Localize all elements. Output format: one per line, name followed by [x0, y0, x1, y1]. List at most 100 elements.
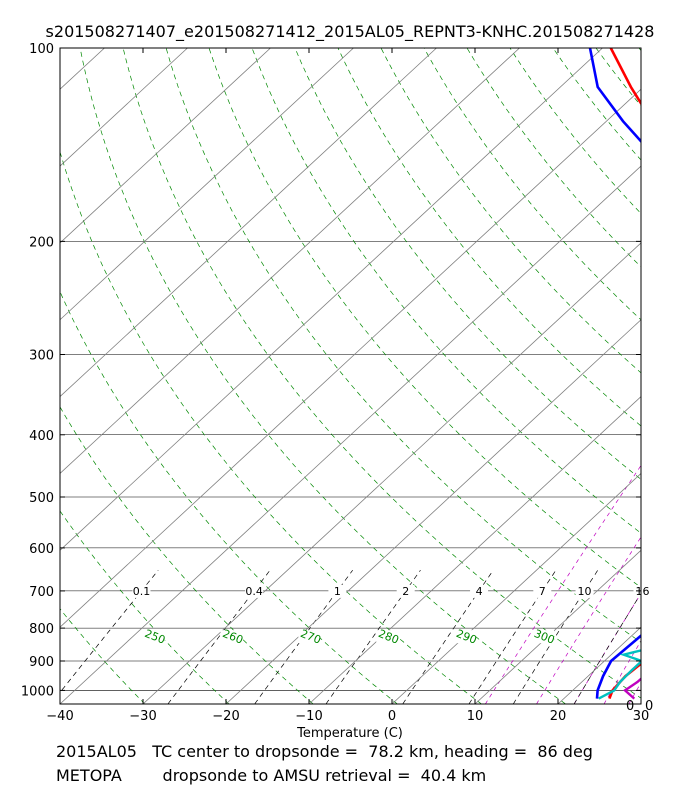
dry-adiabat-320 [208, 48, 641, 588]
mixing-ratio-lines [485, 241, 700, 704]
x-tick-label--20: −20 [212, 709, 239, 724]
black-dashed-label-2-bg [396, 584, 415, 598]
profile-dewpoint-amsu [588, 48, 641, 699]
black-dashed-label-10-bg [575, 584, 594, 598]
isotherm--10 [308, 396, 641, 704]
mixing-ratio-line-16 [573, 592, 641, 704]
isotherm--40 [60, 165, 641, 704]
black-dashed-label-16-bg [633, 584, 652, 598]
black-dashed-label-10: 10 [578, 585, 592, 598]
dry-adiabat-290 [79, 48, 566, 704]
y-tick-label-400: 400 [29, 429, 54, 444]
black-dashed-label-16: 16 [636, 585, 650, 598]
dry-adiabat-label-250-bg [142, 630, 165, 644]
x-tick-label--10: −10 [295, 709, 322, 724]
isotherm--110 [60, 48, 188, 167]
dry-adiabat-420 [638, 48, 641, 52]
dry-adiabat-label-260: 260 [221, 627, 245, 647]
isotherm--30 [142, 242, 641, 704]
mixing-ratio-line-20 [603, 640, 641, 704]
dry-adiabats [60, 48, 700, 704]
isotherm-30 [640, 703, 641, 704]
isotherm--90 [60, 48, 354, 321]
caption-distance: 2015AL05 TC center to dropsonde = 78.2 k… [56, 742, 593, 761]
inner-labels: 81216202428320.10.4124710162502602702802… [132, 584, 652, 647]
x-tick-label-30: 30 [633, 709, 650, 724]
black-dashed-line-10 [512, 570, 599, 704]
dry-adiabat-270 [60, 290, 398, 704]
profile-temperature-dropsonde [623, 677, 641, 700]
y-tick-label-1000: 1000 [21, 684, 54, 699]
x-tick-label-20: 20 [550, 709, 567, 724]
mixing-ratio-line-32 [669, 241, 700, 704]
y-tick-label-300: 300 [29, 348, 54, 363]
x-tick-label--40: −40 [46, 709, 73, 724]
dry-adiabat-330 [251, 48, 641, 534]
y-tick-label-900: 900 [29, 655, 54, 670]
dry-adiabat-label-270: 270 [299, 627, 323, 647]
black-dashed-label-0.1: 0.1 [133, 585, 151, 598]
isotherm--70 [60, 48, 520, 474]
dry-adiabat-350 [337, 48, 641, 427]
isotherm--130 [0, 48, 22, 704]
mixing-ratio-line-8 [485, 464, 641, 704]
isotherm--120 [60, 48, 105, 90]
isotherm-10 [474, 549, 641, 704]
dry-adiabat-260 [60, 406, 314, 704]
dry-adiabat-310 [165, 48, 641, 643]
isotherm--80 [60, 48, 437, 398]
dry-adiabat-label-290: 290 [454, 627, 478, 647]
profile-temperature [608, 48, 641, 700]
dry-adiabat-label-280: 280 [376, 627, 400, 647]
dry-adiabat-label-260-bg [220, 630, 243, 644]
black-dashed-label-0.4-bg [245, 584, 264, 598]
dry-adiabat-label-290-bg [454, 630, 477, 644]
isotherm--50 [60, 88, 641, 628]
dry-adiabat-430 [682, 48, 700, 704]
dry-adiabat-label-280-bg [376, 630, 399, 644]
x-axis-label: Temperature (C) [296, 726, 403, 740]
corner-label-b: 0 [645, 699, 653, 714]
dry-adiabat-360 [380, 48, 641, 374]
isotherm-0 [391, 472, 641, 704]
black-dashed-label-7: 7 [539, 585, 546, 598]
isotherms [0, 48, 641, 704]
dry-adiabat-410 [595, 48, 641, 107]
profiles [588, 48, 641, 700]
black-dashed-label-2: 2 [402, 585, 409, 598]
black-dashed-label-1: 1 [334, 585, 341, 598]
dry-adiabat-380 [466, 48, 641, 268]
profile-dewpoint-dropsonde [598, 649, 641, 700]
x-tick-label--30: −30 [129, 709, 156, 724]
black-dashed-label-0.1-bg [132, 584, 151, 598]
y-tick-label-500: 500 [29, 491, 54, 506]
caption-retrieval: METOPA dropsonde to AMSU retrieval = 40.… [56, 766, 487, 785]
y-tick-label-700: 700 [29, 585, 54, 600]
black-dashed-label-7-bg [533, 584, 552, 598]
black-dashed-line-1 [254, 569, 353, 704]
x-tick-label-10: 10 [467, 709, 484, 724]
mixing-ratio-line-28 [650, 241, 700, 704]
dry-adiabat-label-300: 300 [532, 627, 556, 647]
corner-label-a: 0 [626, 699, 634, 714]
dry-adiabat-390 [509, 48, 641, 215]
mixing-ratio-line-24 [628, 682, 641, 704]
y-tick-label-600: 600 [29, 542, 54, 557]
dry-adiabat-230 [60, 702, 61, 704]
dry-adiabat-label-250: 250 [143, 627, 167, 647]
skewt-chart: s201508271407_e201508271412_2015AL05_REP… [0, 22, 700, 740]
dry-adiabat-370 [423, 48, 641, 321]
dry-adiabat-label-300-bg [532, 630, 555, 644]
y-tick-label-200: 200 [29, 235, 54, 250]
black-dashed-line-16 [573, 592, 641, 704]
dry-adiabat-250 [60, 510, 230, 704]
isobars [60, 48, 641, 691]
black-dashed-label-1-bg [328, 584, 347, 598]
chart-title: s201508271407_e201508271412_2015AL05_REP… [46, 22, 655, 42]
black-dashed-label-4-bg [470, 584, 489, 598]
plot-frame [59, 47, 642, 705]
y-tick-label-800: 800 [29, 622, 54, 637]
dry-adiabat-label-270-bg [298, 630, 321, 644]
y-tick-label-100: 100 [29, 42, 54, 57]
